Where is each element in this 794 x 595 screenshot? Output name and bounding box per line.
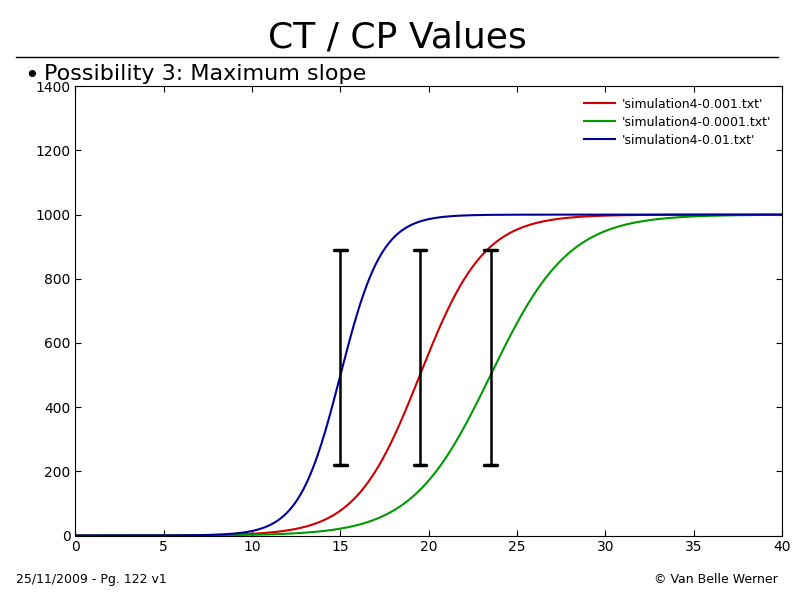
- Text: © Van Belle Werner: © Van Belle Werner: [654, 573, 778, 586]
- 'simulation4-0.0001.txt': [341, 524, 351, 531]
- 'simulation4-0.001.txt': [193, 531, 202, 538]
- 'simulation4-0.0001.txt': [193, 532, 202, 539]
- 'simulation4-0.01.txt': [193, 531, 202, 538]
- 'simulation4-0.001.txt': [151, 532, 160, 539]
- Text: Possibility 3: Maximum slope: Possibility 3: Maximum slope: [44, 64, 366, 84]
- 'simulation4-0.001.txt': [777, 211, 787, 218]
- 'simulation4-0.01.txt': [688, 211, 697, 218]
- Line: 'simulation4-0.001.txt': 'simulation4-0.001.txt': [75, 215, 782, 536]
- 'simulation4-0.01.txt': [151, 532, 160, 539]
- 'simulation4-0.001.txt': [763, 211, 773, 218]
- 'simulation4-0.0001.txt': [777, 211, 787, 218]
- 'simulation4-0.01.txt': [341, 349, 351, 356]
- Line: 'simulation4-0.01.txt': 'simulation4-0.01.txt': [75, 215, 782, 536]
- Line: 'simulation4-0.0001.txt': 'simulation4-0.0001.txt': [75, 215, 782, 536]
- 'simulation4-0.0001.txt': [151, 532, 160, 539]
- Legend: 'simulation4-0.001.txt', 'simulation4-0.0001.txt', 'simulation4-0.01.txt': 'simulation4-0.001.txt', 'simulation4-0.…: [579, 93, 776, 152]
- 'simulation4-0.01.txt': [763, 211, 773, 218]
- Text: •: •: [24, 64, 39, 87]
- 'simulation4-0.01.txt': [71, 532, 80, 539]
- 'simulation4-0.0001.txt': [688, 213, 697, 220]
- 'simulation4-0.0001.txt': [763, 211, 773, 218]
- 'simulation4-0.01.txt': [777, 211, 787, 218]
- Text: CT / CP Values: CT / CP Values: [268, 21, 526, 55]
- 'simulation4-0.001.txt': [688, 211, 697, 218]
- 'simulation4-0.01.txt': [372, 258, 382, 265]
- 'simulation4-0.0001.txt': [71, 532, 80, 539]
- 'simulation4-0.001.txt': [372, 465, 382, 472]
- Text: 25/11/2009 - Pg. 122 v1: 25/11/2009 - Pg. 122 v1: [16, 573, 167, 586]
- 'simulation4-0.001.txt': [71, 532, 80, 539]
- 'simulation4-0.001.txt': [341, 502, 351, 509]
- 'simulation4-0.0001.txt': [372, 515, 382, 522]
